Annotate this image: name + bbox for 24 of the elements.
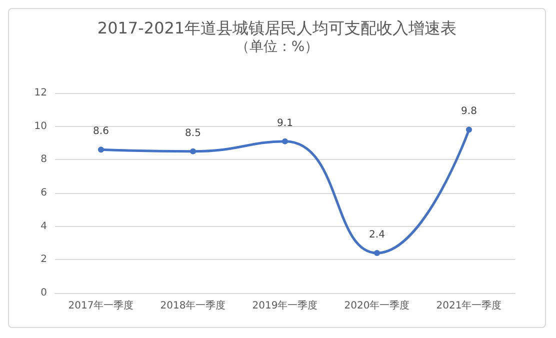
- x-tick-label: 2019年一季度: [252, 300, 318, 312]
- y-tick-label: 4: [40, 220, 47, 232]
- data-label: 9.1: [277, 118, 293, 129]
- x-tick-label: 2017年一季度: [68, 300, 134, 312]
- y-tick-label: 10: [34, 120, 47, 132]
- data-label: 8.5: [185, 128, 201, 139]
- x-tick-label: 2021年一季度: [436, 300, 502, 312]
- y-tick-label: 8: [40, 154, 47, 166]
- data-label: 2.4: [369, 230, 385, 240]
- y-tick-label: 0: [40, 288, 47, 298]
- point: [374, 250, 380, 256]
- point: [190, 148, 196, 154]
- point: [282, 138, 288, 144]
- point: [466, 126, 472, 133]
- data-label: 9.8: [461, 106, 477, 118]
- y-tick-label: 2: [40, 254, 47, 266]
- point: [98, 146, 104, 153]
- x-tick-label: 2020年一季度: [344, 300, 410, 312]
- chart-title: 2017-2021年道县城镇居民人均可支配收入增速表: [97, 18, 457, 38]
- y-tick-label: 6: [40, 188, 47, 198]
- chart-subtitle: （单位：%）: [235, 39, 319, 55]
- data-label: 8.6: [93, 126, 109, 138]
- y-tick-label: 12: [34, 88, 47, 98]
- x-tick-label: 2018年一季度: [160, 300, 226, 312]
